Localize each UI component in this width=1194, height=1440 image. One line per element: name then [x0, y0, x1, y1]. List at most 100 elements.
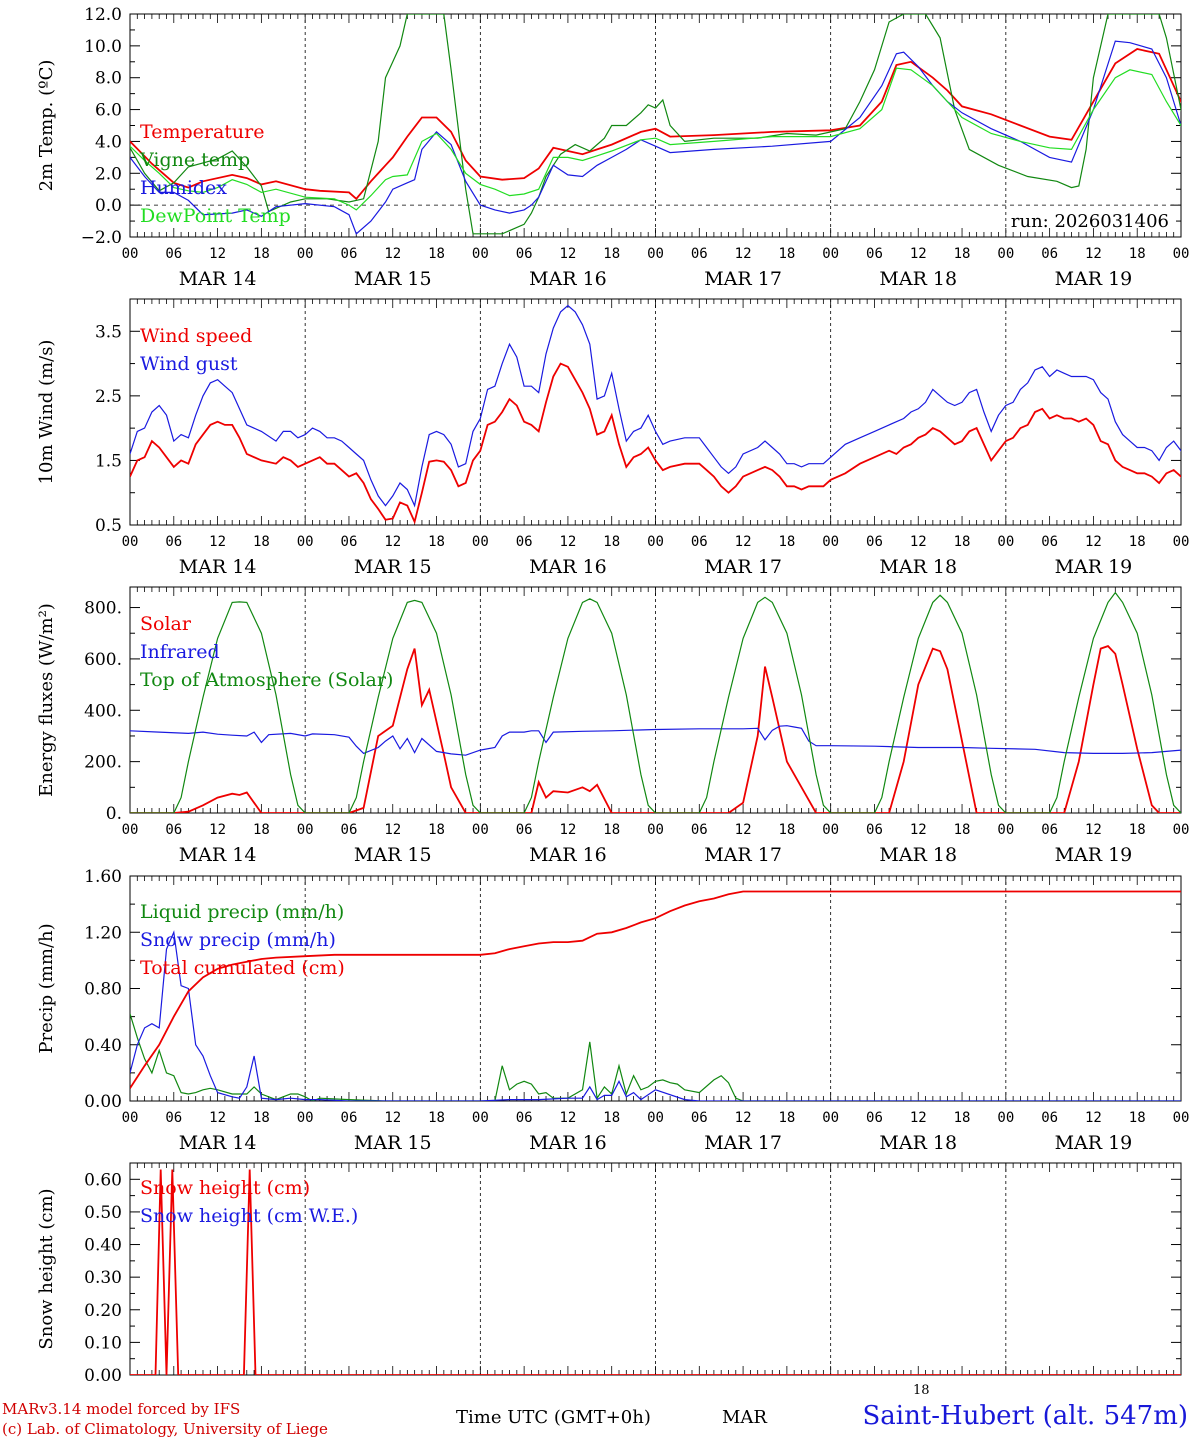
legend-entry: Snow precip (mm/h)	[140, 929, 336, 951]
x-day-label: MAR 14	[179, 556, 257, 578]
y-tick-label: 800.	[84, 599, 122, 619]
x-tick-label: 12	[559, 1110, 576, 1126]
x-tick-label: 18	[253, 246, 270, 262]
x-tick-label: 12	[1085, 1110, 1102, 1126]
x-tick-label: 00	[472, 534, 489, 550]
x-tick-label: 18	[603, 822, 620, 838]
y-tick-label: 0.50	[84, 1203, 122, 1223]
x-day-label: MAR 14	[179, 268, 257, 290]
x-tick-label: 18	[778, 246, 795, 262]
x-tick-label: 06	[691, 1110, 708, 1126]
x-day-label: MAR 19	[1055, 844, 1133, 866]
time-axis-label: Time UTC (GMT+0h)	[456, 1407, 651, 1428]
panel-energy: 0. 200. 400. 600. 800. Energy fluxes (W/m²) 00…	[36, 586, 1189, 866]
x-day-label: MAR 15	[354, 1132, 432, 1154]
x-tick-label: 06	[1041, 822, 1058, 838]
x-tick-label: 06	[165, 534, 182, 550]
x-tick-label: 12	[735, 246, 752, 262]
x-tick-label: 06	[516, 246, 533, 262]
x-day-label: MAR 15	[354, 268, 432, 290]
x-tick-label: 18	[603, 1110, 620, 1126]
x-tick-label: 00	[472, 246, 489, 262]
x-tick-label: 06	[341, 1110, 358, 1126]
x-tick-label: 12	[209, 246, 226, 262]
series-line	[130, 1169, 1181, 1375]
x-tick-label: 12	[735, 1110, 752, 1126]
x-tick-label: 00	[472, 822, 489, 838]
x-tick-label: 12	[735, 534, 752, 550]
x-tick-label: 00	[822, 534, 839, 550]
run-annotation: run: 2026031406	[1011, 211, 1169, 232]
y-tick-label: 0.	[106, 804, 122, 824]
series-line	[130, 304, 1181, 508]
x-tick-label: 12	[209, 822, 226, 838]
x-tick-label: 12	[384, 534, 401, 550]
x-tick-label: 00	[297, 1110, 314, 1126]
x-tick-label: 00	[1173, 1110, 1190, 1126]
x-day-label: MAR 16	[529, 844, 607, 866]
x-day-label: MAR 15	[354, 556, 432, 578]
x-tick-label: 18	[253, 534, 270, 550]
legend-entry: Top of Atmosphere (Solar)	[140, 669, 393, 691]
legend-entry: Temperature	[140, 121, 264, 143]
series-line	[130, 890, 1181, 1089]
x-tick-label: 00	[997, 246, 1014, 262]
x-tick-label: 12	[735, 822, 752, 838]
x-tick-label: 06	[165, 822, 182, 838]
y-tick-label: 0.20	[84, 1301, 122, 1321]
x-tick-label: 00	[647, 246, 664, 262]
x-tick-label: 00	[122, 534, 139, 550]
x-tick-label: 06	[866, 534, 883, 550]
legend-entry: Vigne temp	[139, 149, 250, 171]
panel-precip: 0.00 0.40 0.80 1.20 1.60 Precip (mm/h) 00 06 12 1…	[36, 867, 1189, 1154]
x-tick-label: 00	[822, 822, 839, 838]
x-day-label: MAR 17	[704, 556, 782, 578]
x-tick-label: 18	[778, 534, 795, 550]
x-tick-label: 00	[297, 822, 314, 838]
y-axis-label: Snow height (cm)	[36, 1188, 57, 1349]
y-tick-label: 0.60	[84, 1170, 122, 1190]
panel-temperature: −2.0 0.0 2.0 4.0 6.0 8.0 10.0 12.0 2m Temp. (ºC)…	[36, 5, 1189, 290]
meteogram: −2.0 0.0 2.0 4.0 6.0 8.0 10.0 12.0 2m Temp. (ºC)…	[36, 5, 1189, 1386]
panel-wind: 0.5 1.5 2.5 3.5 10m Wind (m/s) 00 06 12 18 00 06 12…	[36, 298, 1189, 578]
x-tick-label: 12	[209, 534, 226, 550]
legend-entry: Snow height (cm W.E.)	[140, 1205, 358, 1227]
x-tick-label: 12	[209, 1110, 226, 1126]
series-line	[130, 67, 1181, 211]
x-tick-label: 12	[1085, 534, 1102, 550]
y-tick-label: 3.5	[95, 322, 122, 342]
y-tick-label: 0.80	[84, 980, 122, 1000]
x-tick-label: 18	[428, 1110, 445, 1126]
x-tick-label: 12	[1085, 822, 1102, 838]
x-tick-label: 00	[647, 534, 664, 550]
x-tick-label: 18	[954, 246, 971, 262]
legend-entry: Wind speed	[140, 325, 252, 347]
x-tick-label: 00	[647, 822, 664, 838]
x-tick-label: 18	[253, 822, 270, 838]
x-tick-label: 12	[910, 246, 927, 262]
y-axis-label: 2m Temp. (ºC)	[36, 60, 57, 192]
x-tick-label: 00	[122, 822, 139, 838]
x-day-label: MAR 17	[704, 1132, 782, 1154]
y-tick-label: 1.60	[84, 867, 122, 887]
x-tick-label: 18	[778, 822, 795, 838]
y-tick-label: 0.00	[84, 1366, 122, 1386]
series-line	[130, 725, 1181, 756]
y-tick-label: 0.00	[84, 1092, 122, 1112]
x-day-label: MAR 19	[1055, 268, 1133, 290]
x-day-label: MAR 16	[529, 1132, 607, 1154]
x-tick-label: 00	[472, 1110, 489, 1126]
x-tick-label: 06	[165, 246, 182, 262]
x-day-label: MAR 17	[704, 844, 782, 866]
series-line	[130, 48, 1181, 201]
y-tick-label: 0.5	[95, 516, 122, 536]
month-label: MAR	[722, 1407, 767, 1428]
x-tick-label: 06	[165, 1110, 182, 1126]
x-tick-label: 18	[603, 246, 620, 262]
x-day-label: MAR 16	[529, 556, 607, 578]
y-tick-label: 0.40	[84, 1036, 122, 1056]
y-tick-label: 200.	[84, 753, 122, 773]
x-tick-label: 12	[910, 534, 927, 550]
x-tick-label: 18	[954, 1110, 971, 1126]
legend-entry: Infrared	[140, 641, 220, 663]
